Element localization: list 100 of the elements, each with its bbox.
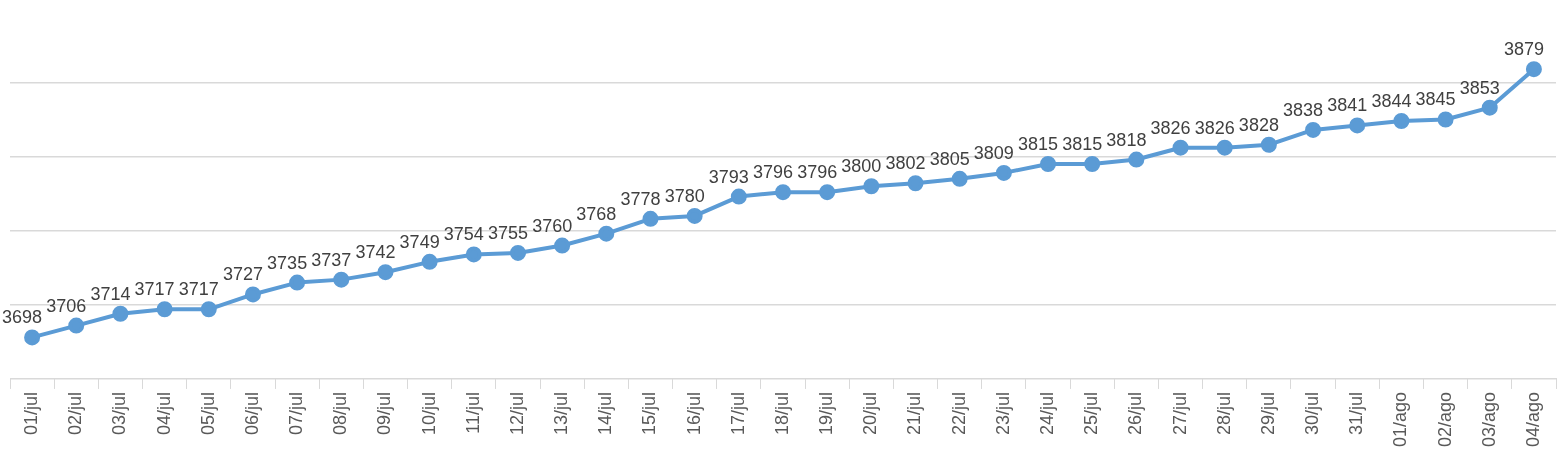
x-tick-label: 01/ago bbox=[1390, 391, 1411, 448]
data-label: 3727 bbox=[222, 264, 263, 285]
data-label: 3717 bbox=[134, 279, 175, 300]
point bbox=[509, 244, 526, 261]
data-label: 3737 bbox=[311, 249, 352, 270]
point bbox=[112, 305, 129, 322]
point bbox=[1040, 156, 1057, 172]
x-tick-label: 19/jul bbox=[816, 391, 837, 435]
x-tick-label: 18/jul bbox=[771, 391, 792, 435]
data-label: 3698 bbox=[2, 307, 43, 328]
data-label: 3853 bbox=[1459, 77, 1500, 98]
x-tick-label: 12/jul bbox=[506, 391, 527, 435]
x-tick-label: 06/jul bbox=[241, 391, 262, 435]
x-tick-label: 04/ago bbox=[1522, 391, 1543, 448]
x-tick-label: 27/jul bbox=[1169, 391, 1190, 435]
point bbox=[1305, 121, 1322, 138]
point bbox=[1172, 139, 1189, 156]
point bbox=[465, 246, 482, 263]
point bbox=[686, 207, 703, 224]
x-tick-label: 29/jul bbox=[1257, 391, 1278, 435]
point bbox=[156, 301, 173, 318]
x-tick-label: 22/jul bbox=[948, 391, 969, 435]
point bbox=[1525, 61, 1542, 78]
x-tick-label: 08/jul bbox=[330, 391, 351, 435]
x-tick-label: 31/jul bbox=[1346, 391, 1367, 435]
data-label: 3818 bbox=[1106, 129, 1147, 150]
data-label: 3793 bbox=[708, 166, 749, 187]
x-tick-label: 28/jul bbox=[1213, 391, 1234, 435]
x-tick-label: 30/jul bbox=[1302, 391, 1323, 435]
data-label: 3749 bbox=[399, 231, 440, 252]
data-label: 3778 bbox=[620, 188, 661, 209]
x-tick-label: 07/jul bbox=[286, 391, 307, 435]
data-label: 3754 bbox=[443, 224, 484, 245]
x-tick-label: 05/jul bbox=[197, 391, 218, 435]
point bbox=[244, 286, 261, 303]
x-tick-label: 10/jul bbox=[418, 391, 439, 435]
x-tick-label: 13/jul bbox=[551, 391, 572, 435]
x-tick-label: 03/ago bbox=[1478, 391, 1499, 448]
data-label: 3844 bbox=[1371, 90, 1412, 111]
data-label: 3815 bbox=[1062, 133, 1103, 154]
point bbox=[554, 237, 571, 254]
x-tick-label: 26/jul bbox=[1125, 391, 1146, 435]
data-label: 3742 bbox=[355, 242, 396, 263]
point bbox=[775, 184, 791, 201]
point bbox=[907, 175, 924, 192]
data-label: 3800 bbox=[841, 156, 882, 177]
data-label: 3838 bbox=[1283, 99, 1324, 120]
data-label: 3879 bbox=[1503, 39, 1544, 60]
x-tick-label: 20/jul bbox=[860, 391, 881, 435]
point bbox=[819, 184, 836, 201]
data-label: 3826 bbox=[1150, 117, 1191, 138]
x-tick-label: 09/jul bbox=[374, 391, 395, 435]
data-label: 3809 bbox=[973, 142, 1014, 163]
point bbox=[1260, 136, 1277, 153]
point bbox=[377, 264, 394, 281]
data-label: 3796 bbox=[797, 162, 838, 183]
point bbox=[598, 225, 615, 242]
x-tick-label: 16/jul bbox=[683, 391, 704, 435]
point bbox=[863, 178, 880, 195]
data-label: 3735 bbox=[267, 252, 308, 273]
x-tick-label: 25/jul bbox=[1081, 391, 1102, 435]
data-label: 3841 bbox=[1327, 95, 1368, 116]
x-tick-label: 11/jul bbox=[462, 391, 483, 434]
data-label: 3780 bbox=[664, 185, 705, 206]
point bbox=[68, 317, 85, 334]
x-tick-label: 01/jul bbox=[21, 391, 42, 435]
data-label: 3706 bbox=[46, 295, 87, 316]
point bbox=[421, 253, 438, 270]
data-label: 3796 bbox=[752, 162, 794, 183]
data-label: 3828 bbox=[1238, 114, 1279, 135]
data-label: 3714 bbox=[90, 283, 131, 304]
point bbox=[1084, 156, 1101, 172]
x-tick-label: 03/jul bbox=[109, 391, 130, 435]
x-tick-label: 23/jul bbox=[992, 391, 1013, 435]
data-label: 3717 bbox=[178, 279, 219, 300]
x-tick-label: 24/jul bbox=[1037, 391, 1057, 435]
data-label: 3826 bbox=[1194, 117, 1235, 138]
data-label: 3768 bbox=[576, 203, 617, 224]
point bbox=[995, 164, 1012, 181]
point bbox=[1437, 111, 1454, 128]
point bbox=[1216, 139, 1233, 156]
x-tick-label: 21/jul bbox=[904, 391, 925, 435]
x-tick-label: 04/jul bbox=[153, 391, 174, 435]
point bbox=[1349, 117, 1366, 134]
data-label: 3760 bbox=[532, 215, 573, 236]
point bbox=[1393, 113, 1410, 130]
data-label: 3802 bbox=[885, 153, 926, 174]
point bbox=[333, 271, 350, 288]
x-tick-label: 15/jul bbox=[639, 391, 660, 435]
point bbox=[642, 210, 659, 227]
x-tick-label: 17/jul bbox=[727, 391, 748, 435]
point bbox=[1128, 151, 1145, 168]
x-tick-label: 02/ago bbox=[1434, 391, 1455, 448]
point bbox=[1481, 99, 1498, 116]
x-tick-label: 14/jul bbox=[595, 391, 616, 435]
x-tick-label: 02/jul bbox=[65, 391, 86, 435]
point bbox=[24, 329, 41, 346]
data-label: 3815 bbox=[1018, 133, 1059, 154]
point bbox=[730, 188, 747, 205]
point bbox=[289, 274, 306, 291]
